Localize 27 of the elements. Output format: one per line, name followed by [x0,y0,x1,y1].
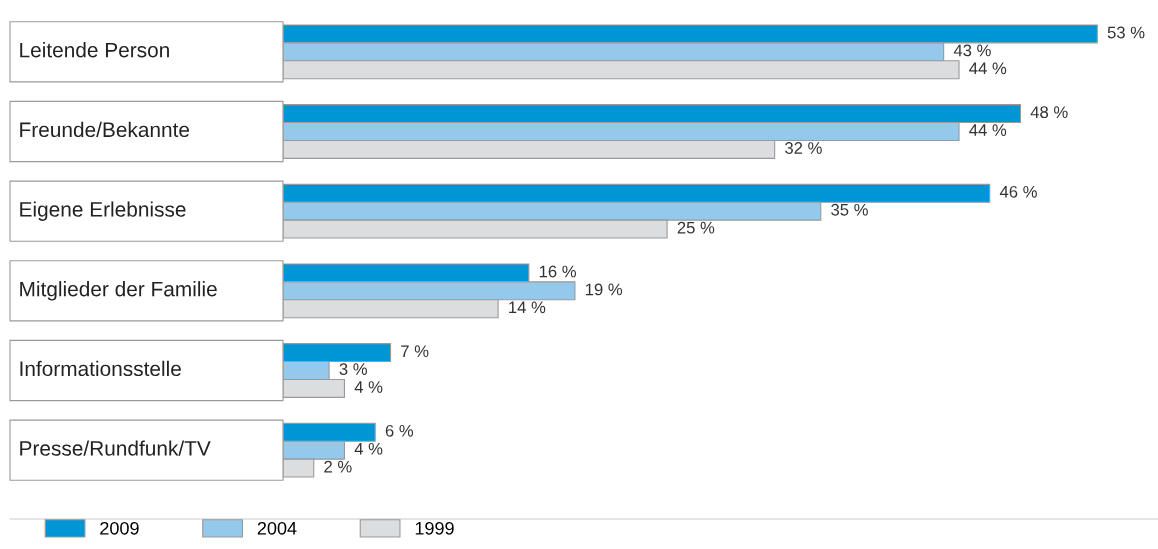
y-tick-label: Presse/Rundfunk/TV [20,440,211,456]
data-label: 32 % [785,142,822,154]
data-label: 19 % [585,283,623,296]
legend-label: 2004 [257,521,297,535]
y-tick-label: Leitende Person [20,42,169,58]
data-label: 3 % [339,363,367,375]
data-label: 44 % [969,124,1007,136]
data-label: 14 % [509,301,546,314]
data-label: 43 % [953,44,991,57]
y-tick-label: Eigene Erlebnisse [20,201,186,221]
y-tick-label: Mitglieder der Familie [20,281,217,301]
y-tick-label: Informationsstelle [20,360,181,377]
data-label: 7 % [401,345,429,357]
data-label: 48 % [1030,106,1068,119]
y-tick-label: Freunde/Bekannte [20,121,190,138]
data-label: 53 % [1107,26,1145,39]
data-label: 44 % [969,62,1007,75]
data-label: 25 % [677,221,715,234]
data-label: 4 % [354,381,383,393]
data-label: 35 % [831,203,868,216]
data-label: 6 % [385,424,414,437]
legend-label: 2009 [100,521,139,535]
data-label: 46 % [999,185,1037,198]
data-label: 2 % [324,460,352,473]
legend-label: 1999 [415,521,454,535]
data-label: 4 % [354,442,383,455]
data-label: 16 % [539,265,576,278]
